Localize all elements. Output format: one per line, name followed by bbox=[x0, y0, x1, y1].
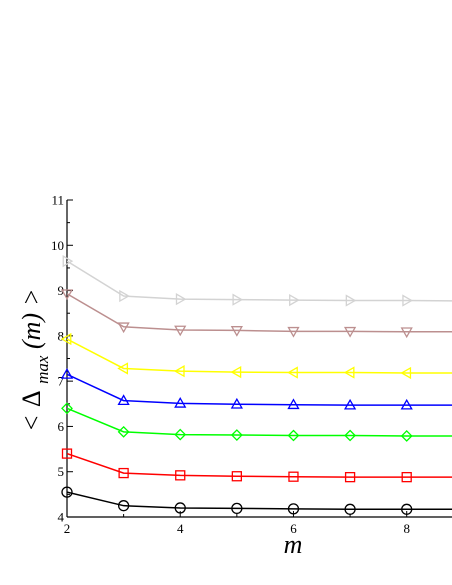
data-point bbox=[230, 365, 242, 379]
series-triangle-left bbox=[60, 332, 452, 380]
series-diamond bbox=[61, 402, 452, 442]
data-point bbox=[117, 322, 130, 334]
series-triangle-down bbox=[60, 289, 452, 339]
data-point bbox=[289, 293, 300, 307]
series-line bbox=[67, 452, 452, 478]
data-point bbox=[174, 397, 187, 408]
data-point bbox=[231, 471, 243, 482]
data-point bbox=[62, 255, 74, 268]
data-point bbox=[230, 429, 243, 441]
data-point bbox=[60, 368, 74, 379]
data-point bbox=[230, 326, 243, 337]
series-line bbox=[67, 491, 452, 511]
series-line bbox=[67, 373, 452, 406]
x-tick-label: 2 bbox=[64, 521, 71, 536]
data-point bbox=[118, 467, 129, 479]
axis-labels: m < Δ max (m) > bbox=[17, 290, 302, 559]
y-tick-label: 8 bbox=[58, 328, 65, 343]
series-line bbox=[67, 260, 452, 302]
data-point bbox=[287, 398, 300, 410]
data-point bbox=[60, 332, 72, 346]
y-label-args: (m) bbox=[17, 313, 46, 349]
data-point bbox=[345, 294, 357, 307]
data-point bbox=[287, 503, 300, 515]
y-tick-label: 4 bbox=[58, 510, 65, 525]
series-line bbox=[67, 338, 452, 374]
series-layer bbox=[60, 255, 452, 515]
series-circle bbox=[61, 486, 452, 515]
data-point bbox=[400, 366, 412, 380]
data-point bbox=[173, 365, 185, 378]
data-point bbox=[230, 397, 243, 409]
data-point bbox=[174, 502, 186, 514]
data-point bbox=[287, 429, 300, 442]
data-point bbox=[400, 327, 413, 339]
data-point bbox=[288, 471, 299, 482]
series-triangle-right bbox=[62, 255, 452, 307]
data-point bbox=[344, 503, 356, 515]
x-axis-label: m bbox=[284, 530, 303, 559]
data-point bbox=[402, 294, 414, 307]
data-point bbox=[400, 398, 413, 410]
y-label-delta: Δ bbox=[17, 390, 46, 407]
y-tick-label: 5 bbox=[58, 464, 65, 479]
data-point bbox=[117, 362, 129, 375]
y-tick-label: 6 bbox=[58, 419, 65, 434]
data-point bbox=[175, 293, 187, 306]
series-triangle-up bbox=[60, 368, 452, 410]
y-label-close: > bbox=[17, 290, 46, 305]
data-point bbox=[231, 502, 243, 515]
data-point bbox=[117, 394, 130, 406]
data-point bbox=[401, 471, 412, 483]
data-point bbox=[117, 425, 130, 438]
y-axis-label: < Δ max (m) > bbox=[17, 290, 54, 431]
data-point bbox=[343, 326, 357, 338]
data-point bbox=[343, 366, 355, 379]
y-tick-label: 9 bbox=[58, 283, 65, 298]
y-tick-label: 11 bbox=[51, 193, 64, 208]
y-label-sub: max bbox=[33, 355, 52, 384]
data-point bbox=[117, 500, 130, 512]
data-point bbox=[175, 470, 186, 481]
data-point bbox=[60, 289, 74, 301]
series-line bbox=[67, 293, 452, 333]
data-point bbox=[174, 428, 187, 441]
y-tick-label: 7 bbox=[58, 374, 65, 389]
data-point bbox=[344, 471, 356, 483]
y-tick-label: 10 bbox=[51, 238, 64, 253]
data-point bbox=[61, 486, 73, 498]
series-square bbox=[61, 448, 452, 483]
data-point bbox=[174, 325, 187, 337]
x-tick-label: 4 bbox=[177, 521, 184, 536]
data-point bbox=[61, 448, 73, 459]
data-point bbox=[287, 326, 300, 338]
x-tick-label: 8 bbox=[403, 521, 410, 536]
y-label-open: < bbox=[17, 416, 46, 431]
data-point bbox=[119, 289, 130, 303]
data-point bbox=[343, 398, 357, 410]
x-tick-label: 6 bbox=[290, 521, 297, 536]
data-point bbox=[401, 503, 413, 515]
data-point bbox=[344, 429, 357, 442]
data-point bbox=[61, 402, 73, 415]
data-point bbox=[400, 430, 413, 442]
data-point bbox=[287, 366, 298, 379]
data-point bbox=[232, 293, 244, 306]
series-line bbox=[67, 407, 452, 437]
